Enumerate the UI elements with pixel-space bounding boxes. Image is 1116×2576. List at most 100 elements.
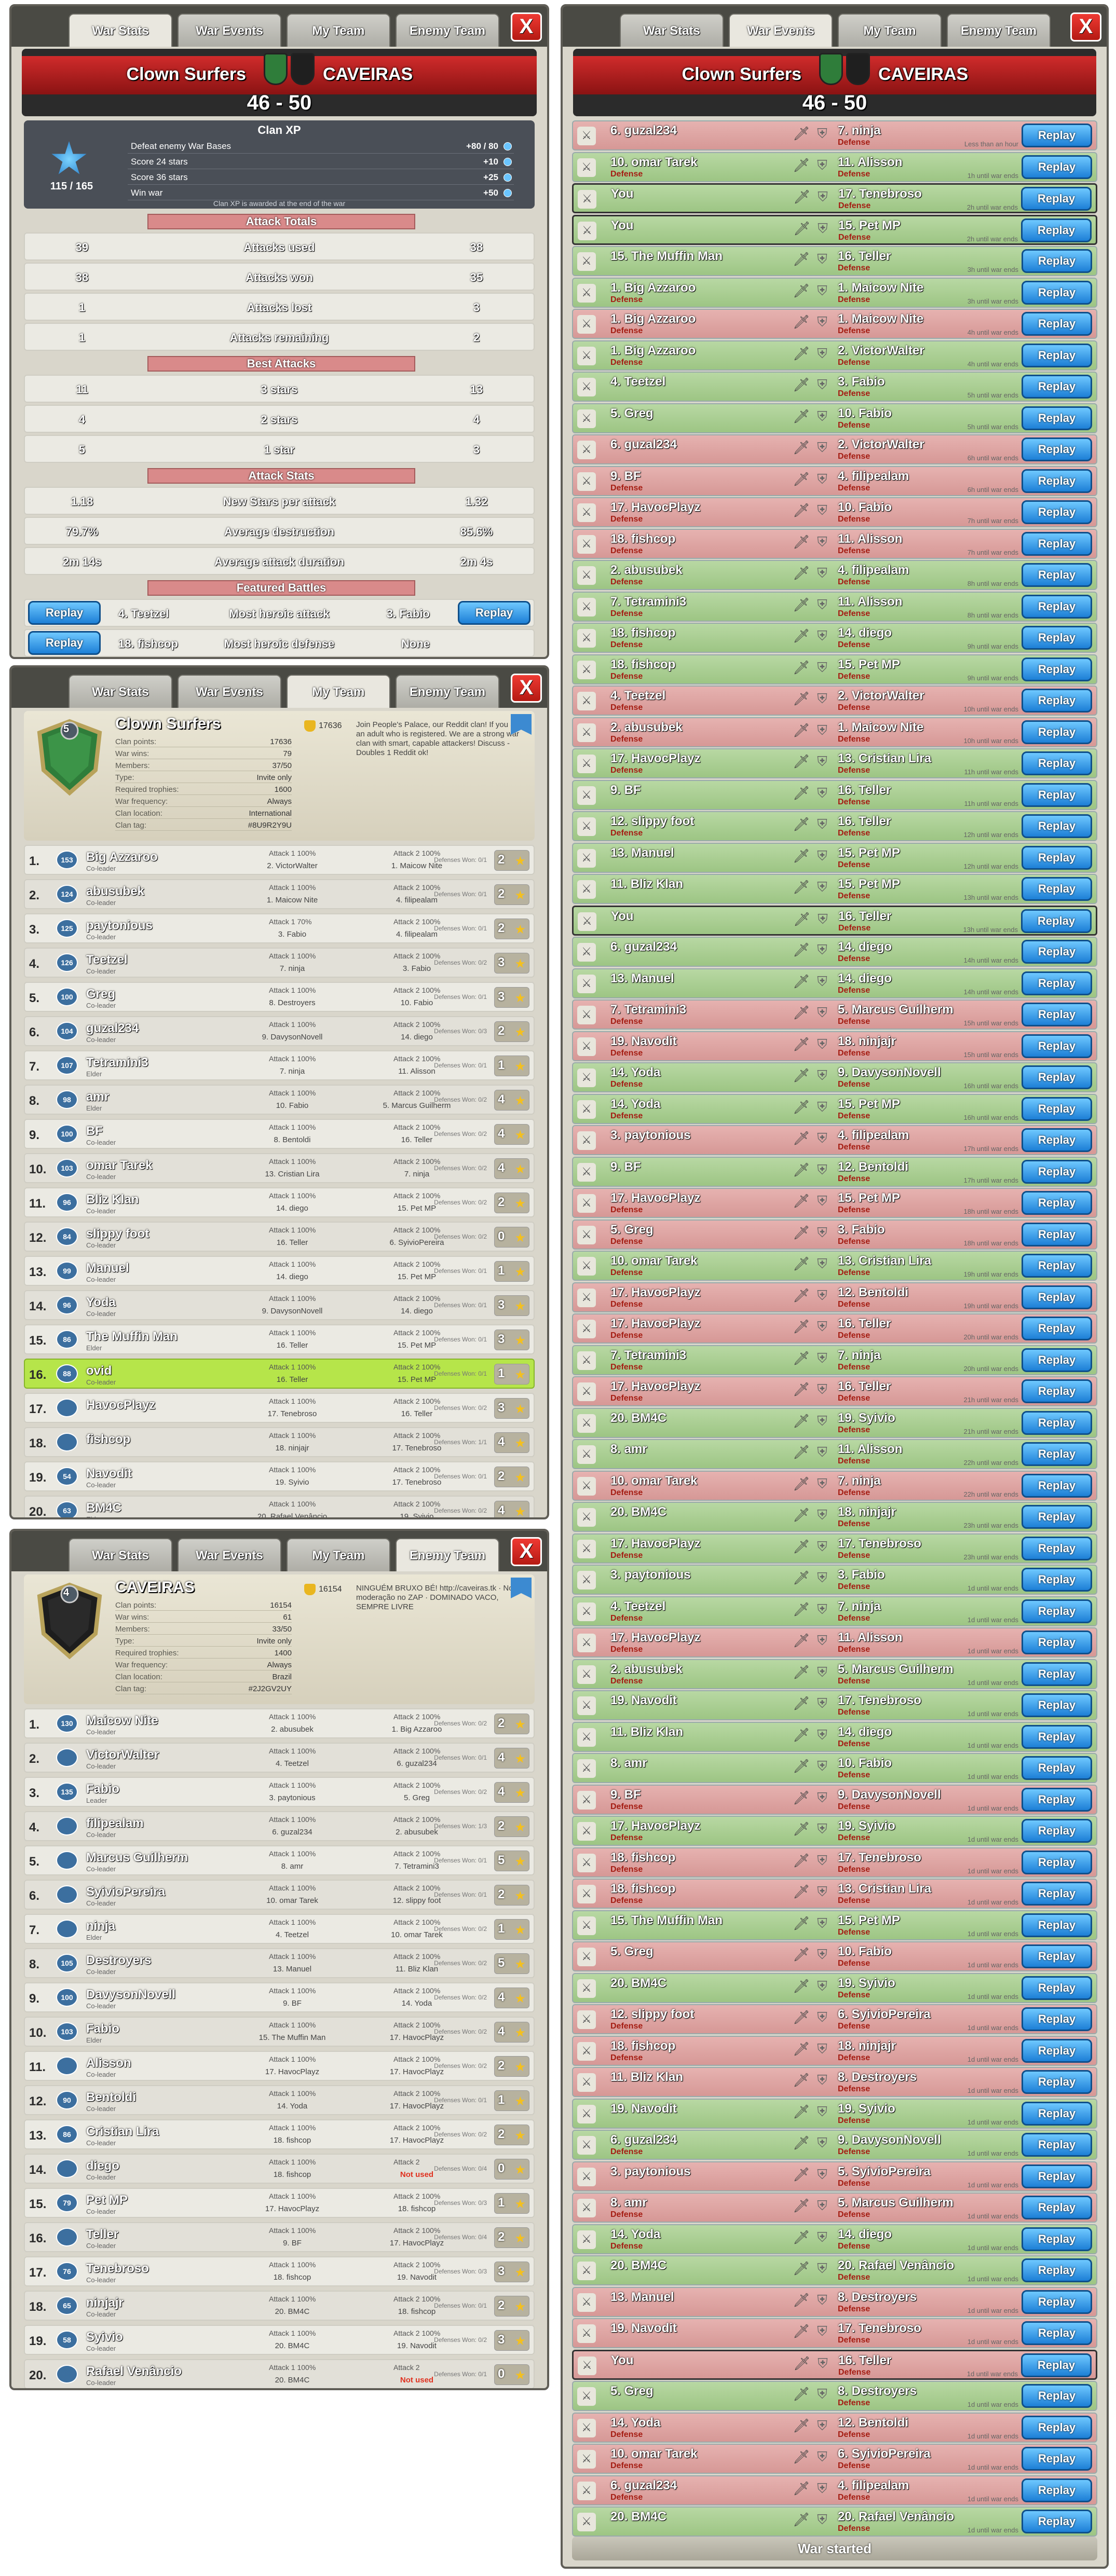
replay-button[interactable]: Replay [1022,1568,1092,1592]
replay-button[interactable]: Replay [1022,2196,1092,2219]
replay-button[interactable]: Replay [1022,1379,1092,1403]
event-row[interactable]: ⚔ 10. omar Tarek Defense 🗡 ⛨ 6. SyivioPereira… [572,2444,1097,2474]
replay-button[interactable]: Replay [1022,1410,1092,1435]
replay-button[interactable]: Replay [1022,2258,1092,2282]
event-row[interactable]: ⚔ 17. HavocPlayz Defense 🗡 ⛨ 10. Fabio Defense… [572,497,1097,527]
event-row[interactable]: ⚔ 20. BM4C 🗡 ⛨ 20. Rafael Venâncio Defense 1d … [572,2255,1097,2285]
member-row[interactable]: 11. Alisson Co-leader Attack 1 100% 17. Havo… [24,2051,535,2081]
member-row[interactable]: 5. 100 Greg Co-leader Attack 1 100% 8. Destro… [24,982,535,1012]
event-row[interactable]: ⚔ 17. HavocPlayz Defense 🗡 ⛨ 19. Syivio Defens… [572,1816,1097,1846]
event-row[interactable]: ⚔ You 🗡 ⛨ 16. Teller Defense 1d until war ends… [572,2349,1097,2380]
replay-button[interactable]: Replay [1022,1505,1092,1529]
replay-button[interactable]: Replay [1022,877,1092,901]
event-row[interactable]: ⚔ 18. fishcop Defense 🗡 ⛨ 17. Tenebroso Defens… [572,1847,1097,1878]
replay-button[interactable]: Replay [1022,1976,1092,2000]
event-row[interactable]: ⚔ 14. Yoda Defense 🗡 ⛨ 12. Bentoldi Defense 1d … [572,2412,1097,2443]
event-row[interactable]: ⚔ 15. The Muffin Man 🗡 ⛨ 15. Pet MP Defense 1d… [572,1910,1097,1940]
replay-button[interactable]: Replay [1022,375,1092,399]
event-row[interactable]: ⚔ 4. Teetzel 🗡 ⛨ 3. Fabio Defense 5h until war… [572,372,1097,402]
replay-button[interactable]: Replay [1022,2070,1092,2094]
event-row[interactable]: ⚔ 8. amr Defense 🗡 ⛨ 5. Marcus Guilherm Defens… [572,2193,1097,2223]
member-row[interactable]: 10. 103 omar Tarek Co-leader Attack 1 100% 13… [24,1153,535,1183]
replay-button[interactable]: Replay [1022,1159,1092,1184]
replay-button[interactable]: Replay [1022,1819,1092,1843]
event-row[interactable]: ⚔ 2. abusubek Defense 🗡 ⛨ 5. Marcus Guilherm D… [572,1659,1097,1689]
event-row[interactable]: ⚔ 17. HavocPlayz Defense 🗡 ⛨ 16. Teller Defens… [572,1376,1097,1406]
replay-button[interactable]: Replay [1022,2384,1092,2408]
event-row[interactable]: ⚔ 6. guzal234 🗡 ⛨ 2. VictorWalter Defense 6h u… [572,434,1097,464]
member-row[interactable]: 4. 126 Teetzel Co-leader Attack 1 100% 7. nin… [24,948,535,978]
event-row[interactable]: ⚔ 5. Greg 🗡 ⛨ 10. Fabio Defense 5h until war e… [572,403,1097,433]
replay-button[interactable]: Replay [1022,1662,1092,1686]
member-row[interactable]: 6. 104 guzal234 Co-leader Attack 1 100% 9. Da… [24,1016,535,1046]
tab-war-events[interactable]: War Events [178,675,281,708]
replay-button[interactable]: Replay [1022,249,1092,273]
event-row[interactable]: ⚔ 3. paytonious 🗡 ⛨ 4. filipealam Defense 17h … [572,1125,1097,1155]
event-row[interactable]: ⚔ 6. guzal234 🗡 ⛨ 14. diego Defense 14h until … [572,937,1097,967]
member-row[interactable]: 20. 63 BM4C Elder Attack 1 100% 20. Rafael Ve… [24,1496,535,1517]
event-row[interactable]: ⚔ 18. fishcop Defense 🗡 ⛨ 13. Cristian Lira De… [572,1879,1097,1909]
event-row[interactable]: ⚔ 4. Teetzel Defense 🗡 ⛨ 7. ninja Defense 1d un… [572,1596,1097,1626]
event-row[interactable]: ⚔ 9. BF Defense 🗡 ⛨ 9. DavysonNovell Defense 1d… [572,1784,1097,1815]
tab-war-events[interactable]: War Events [178,13,281,47]
replay-button[interactable]: Replay [1022,2290,1092,2314]
event-row[interactable]: ⚔ 8. amr 🗡 ⛨ 10. Fabio Defense 1d until war en… [572,1753,1097,1783]
close-button[interactable]: X [1070,12,1101,42]
replay-button[interactable]: Replay [1022,2227,1092,2251]
event-row[interactable]: ⚔ 17. HavocPlayz Defense 🗡 ⛨ 11. Alisson Defen… [572,1627,1097,1657]
event-row[interactable]: ⚔ 12. slippy foot Defense 🗡 ⛨ 16. Teller Defen… [572,811,1097,841]
member-row[interactable]: 9. 100 DavysonNovell Co-leader Attack 1 100%… [24,1982,535,2012]
event-row[interactable]: ⚔ 2. abusubek Defense 🗡 ⛨ 1. Maicow Nite Defen… [572,717,1097,747]
replay-button[interactable]: Replay [1022,594,1092,619]
member-row[interactable]: 14. 96 Yoda Co-leader Attack 1 100% 9. Davyso… [24,1290,535,1320]
replay-button[interactable]: Replay [1022,1913,1092,1937]
event-row[interactable]: ⚔ 5. Greg 🗡 ⛨ 8. Destroyers Defense 1d until w… [572,2381,1097,2411]
event-row[interactable]: ⚔ 20. BM4C 🗡 ⛨ 19. Syivio Defense 1d until war… [572,1972,1097,2003]
event-row[interactable]: ⚔ 13. Manuel 🗡 ⛨ 14. diego Defense 14h until w… [572,968,1097,998]
event-row[interactable]: ⚔ 5. Greg Defense 🗡 ⛨ 3. Fabio Defense 18h unti… [572,1219,1097,1250]
replay-button[interactable]: Replay [1022,155,1092,179]
event-row[interactable]: ⚔ 4. Teetzel Defense 🗡 ⛨ 2. VictorWalter Defen… [572,686,1097,716]
member-row[interactable]: 20. Rafael Venâncio Co-leader Attack 1 100%… [24,2359,535,2388]
member-row[interactable]: 14. diego Co-leader Attack 1 100% 18. fishco… [24,2154,535,2184]
tab-my-team[interactable]: My Team [287,675,390,708]
event-row[interactable]: ⚔ 8. amr 🗡 ⛨ 11. Alisson Defense 22h until war… [572,1439,1097,1469]
member-row[interactable]: 5. Marcus Guilherm Co-leader Attack 1 100% 8… [24,1845,535,1875]
replay-button[interactable]: Replay [1022,814,1092,838]
event-row[interactable]: ⚔ 14. Yoda Defense 🗡 ⛨ 9. DavysonNovell Defens… [572,1062,1097,1092]
event-row[interactable]: ⚔ You 🗡 ⛨ 17. Tenebroso Defense 2h until war e… [572,183,1097,213]
event-row[interactable]: ⚔ 2. abusubek Defense 🗡 ⛨ 4. filipealam Defens… [572,560,1097,590]
event-row[interactable]: ⚔ 6. guzal234 🗡 ⛨ 7. ninja Defense Less than a… [572,120,1097,150]
tab-enemy-team[interactable]: Enemy Team [396,675,499,708]
replay-button[interactable]: Replay [1022,2133,1092,2157]
replay-button[interactable]: Replay [1022,2447,1092,2471]
tab-enemy-team[interactable]: Enemy Team [947,13,1051,47]
event-row[interactable]: ⚔ 18. fishcop Defense 🗡 ⛨ 18. ninjajr Defense 1… [572,2035,1097,2066]
tab-war-stats[interactable]: War Stats [69,675,172,708]
member-row[interactable]: 1. 153 Big Azzaroo Co-leader Attack 1 100% 2.… [24,845,535,875]
replay-button[interactable]: Replay [1021,218,1092,242]
event-row[interactable]: ⚔ 19. Navodit 🗡 ⛨ 17. Tenebroso Defense 1d unt… [572,1690,1097,1720]
replay-button[interactable]: Replay [1022,500,1092,524]
event-row[interactable]: ⚔ You 🗡 ⛨ 15. Pet MP Defense 2h until war ends… [572,214,1097,245]
replay-button[interactable]: Replay [1022,1693,1092,1717]
tab-my-team[interactable]: My Team [287,13,390,47]
replay-button[interactable]: Replay [1022,1473,1092,1498]
event-row[interactable]: ⚔ 5. Greg 🗡 ⛨ 10. Fabio Defense 1d until war e… [572,1941,1097,1971]
member-row[interactable]: 16. 88 ovid Co-leader Attack 1 100% 16. Telle… [24,1359,535,1389]
close-button[interactable]: X [511,1537,542,1566]
replay-button[interactable]: Replay [1022,783,1092,807]
replay-button[interactable]: Replay [1022,1191,1092,1215]
member-row[interactable]: 17. 76 Tenebroso Co-leader Attack 1 100% 18. … [24,2256,535,2286]
member-row[interactable]: 13. 99 Manuel Co-leader Attack 1 100% 14. die… [24,1256,535,1286]
event-row[interactable]: ⚔ 19. Navodit 🗡 ⛨ 19. Syivio Defense 1d until … [572,2098,1097,2129]
tab-enemy-team[interactable]: Enemy Team [396,13,499,47]
replay-button[interactable]: Replay [1022,1442,1092,1466]
replay-button[interactable]: Replay [1022,626,1092,650]
event-row[interactable]: ⚔ 9. BF 🗡 ⛨ 12. Bentoldi Defense 17h until war… [572,1156,1097,1187]
tab-war-stats[interactable]: War Stats [69,1538,172,1571]
replay-button[interactable]: Replay [1022,1944,1092,1968]
replay-button[interactable]: Replay [1022,689,1092,712]
replay-button[interactable]: Replay [1022,1882,1092,1906]
replay-button[interactable]: Replay [1022,1222,1092,1246]
